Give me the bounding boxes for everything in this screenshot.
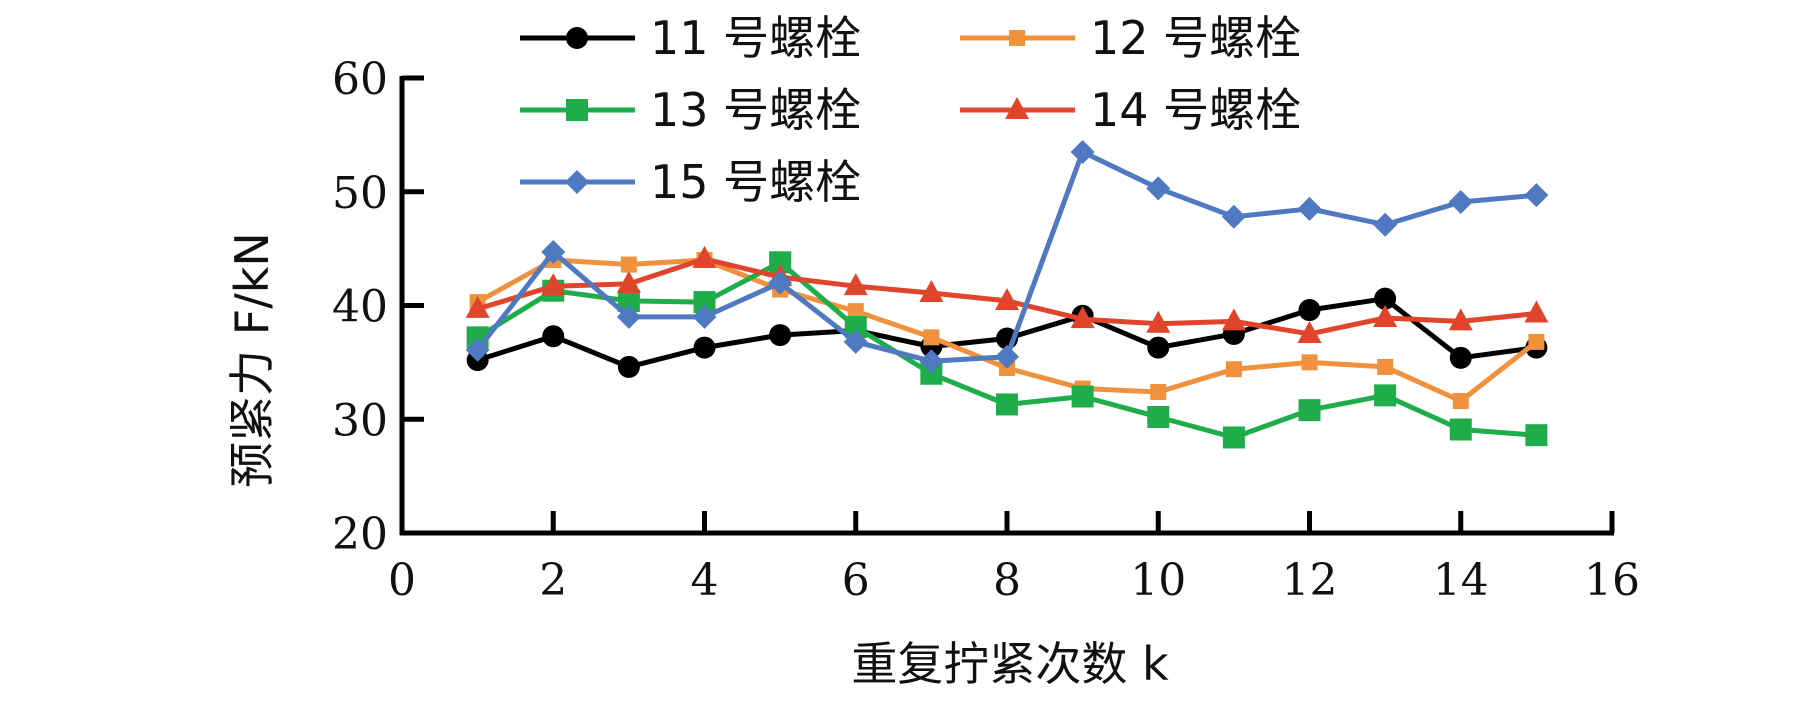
legend-label: 15 号螺栓	[650, 155, 861, 209]
data-point	[1225, 361, 1242, 378]
data-point	[465, 337, 490, 362]
data-point	[1298, 299, 1321, 322]
data-point	[1373, 212, 1398, 237]
data-point	[1070, 306, 1095, 329]
data-point	[1524, 183, 1549, 208]
data-point	[1524, 300, 1549, 323]
y-axis-title: 预紧力 F/kN	[225, 232, 279, 488]
data-point	[1147, 336, 1170, 359]
y-tick-label: 50	[332, 168, 388, 219]
data-point	[1221, 308, 1246, 331]
legend: 11 号螺栓 12 号螺栓 13 号螺栓 14 号螺栓 15 号螺栓	[520, 11, 1301, 209]
data-point	[1374, 287, 1397, 310]
legend-item: 13 号螺栓	[520, 83, 861, 137]
data-point	[844, 316, 867, 339]
data-point	[1298, 399, 1321, 422]
data-point	[541, 240, 566, 265]
data-point	[843, 329, 868, 354]
series-4	[465, 245, 1549, 343]
data-point	[620, 256, 637, 273]
data-point	[542, 325, 565, 348]
data-point	[465, 295, 490, 318]
data-point	[996, 393, 1018, 416]
data-point	[919, 279, 944, 302]
x-tick-label: 2	[539, 555, 567, 606]
data-point	[995, 344, 1019, 369]
axes: 20 30 40 50 60 0 2 4 6 8 10 12 14 16	[332, 54, 1640, 606]
data-point	[1150, 383, 1167, 400]
data-point	[616, 270, 641, 293]
legend-marker	[1005, 97, 1029, 119]
data-point	[920, 362, 943, 385]
x-tick-label: 8	[993, 555, 1021, 606]
data-point	[1448, 189, 1473, 214]
x-tick-label: 16	[1584, 555, 1640, 606]
data-point	[1071, 385, 1094, 408]
data-point	[769, 324, 792, 347]
legend-label: 12 号螺栓	[1090, 11, 1301, 65]
data-point	[1525, 424, 1548, 447]
legend-item: 15 号螺栓	[520, 155, 861, 209]
data-point	[1449, 418, 1472, 441]
data-point	[693, 291, 716, 314]
data-point	[1528, 333, 1545, 350]
data-point	[923, 329, 940, 346]
data-point	[1448, 308, 1473, 331]
data-point	[1373, 305, 1398, 328]
data-point	[769, 251, 792, 274]
data-point	[692, 245, 717, 268]
legend-item: 14 号螺栓	[960, 83, 1301, 137]
data-point	[1297, 320, 1322, 343]
x-tick-label: 14	[1433, 555, 1489, 606]
y-tick-label: 30	[332, 395, 388, 446]
data-point	[1377, 358, 1394, 375]
data-point	[1221, 204, 1246, 229]
x-tick-label: 6	[842, 555, 870, 606]
data-point	[847, 303, 864, 320]
data-point	[1146, 310, 1171, 333]
data-point	[1222, 426, 1245, 449]
legend-item: 12 号螺栓	[960, 11, 1301, 65]
legend-label: 11 号螺栓	[650, 11, 861, 65]
legend-item: 11 号螺栓	[520, 11, 861, 65]
legend-marker	[1009, 30, 1025, 46]
x-axis-title: 重复拧紧次数 k	[851, 637, 1169, 691]
data-point	[919, 349, 944, 374]
data-point	[693, 336, 716, 359]
series-5	[465, 139, 1549, 374]
data-point	[1070, 139, 1095, 164]
data-point	[1452, 393, 1469, 410]
data-point	[616, 304, 641, 329]
data-point	[692, 304, 717, 329]
x-tick-label: 12	[1282, 555, 1338, 606]
legend-marker	[566, 27, 588, 49]
y-tick-label: 40	[332, 282, 388, 333]
data-point	[617, 289, 640, 312]
legend-marker	[566, 99, 588, 121]
series-3	[466, 251, 1548, 449]
legend-label: 14 号螺栓	[1090, 83, 1301, 137]
data-point	[768, 270, 793, 295]
x-tick-label: 0	[388, 555, 416, 606]
y-tick-label: 20	[332, 509, 388, 560]
y-tick-label: 60	[332, 54, 388, 105]
data-point	[1301, 354, 1318, 371]
legend-label: 13 号螺栓	[650, 83, 861, 137]
plot-area	[465, 139, 1549, 449]
data-point	[1374, 384, 1397, 407]
data-point	[541, 273, 566, 296]
data-point	[1146, 176, 1171, 201]
x-tick-label: 10	[1130, 555, 1186, 606]
data-point	[1449, 346, 1472, 369]
data-point	[995, 287, 1019, 310]
legend-marker	[565, 170, 589, 194]
data-point	[1297, 196, 1322, 221]
x-tick-label: 4	[691, 555, 719, 606]
data-point	[843, 273, 868, 296]
data-point	[1147, 405, 1170, 428]
data-point	[617, 355, 640, 378]
